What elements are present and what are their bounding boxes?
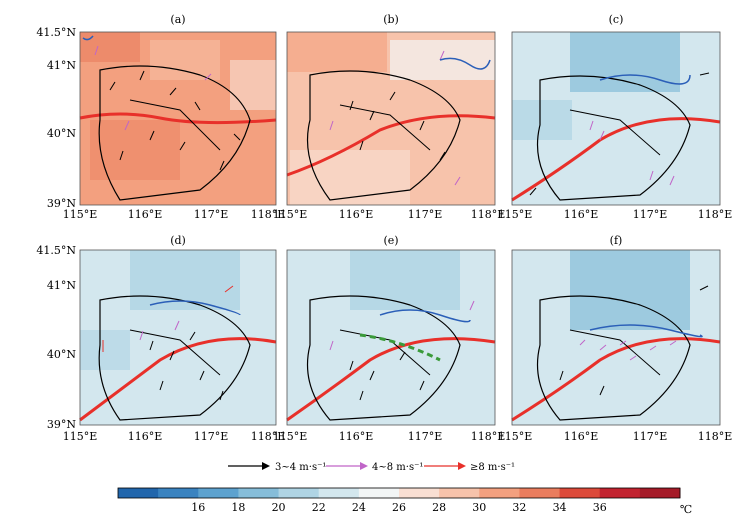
lon-tick-b-118: 118°E <box>471 208 506 221</box>
colorbar-segment <box>399 488 440 498</box>
lat-tick-39-top: 39°N <box>47 197 76 210</box>
colorbar-tick-label: 34 <box>553 501 567 514</box>
panel-label-c: (c) <box>609 13 624 26</box>
lon-tick-c-118: 118°E <box>698 208 733 221</box>
lon-tick-a-116: 116°E <box>128 208 163 221</box>
panel-frame-e <box>286 249 496 426</box>
panel-label-a: (a) <box>170 13 185 26</box>
wind-legend-black-label: 3~4 m·s⁻¹ <box>275 462 326 473</box>
colorbar-segment <box>439 488 480 498</box>
lon-tick-b-116: 116°E <box>339 208 374 221</box>
colorbar-tick-label: 36 <box>593 501 607 514</box>
lon-tick-e-117: 117°E <box>408 430 443 443</box>
lon-tick-c-115: 115°E <box>498 208 533 221</box>
lat-tick-41-top: 41°N <box>47 59 76 72</box>
colorbar-segment <box>358 488 400 498</box>
panel-frame-f <box>511 249 721 426</box>
colorbar-segment <box>519 488 561 498</box>
lon-tick-d-115: 115°E <box>63 430 98 443</box>
colorbar-segment <box>238 488 280 498</box>
panel-frame-b <box>286 31 496 206</box>
colorbar-tick-label: 32 <box>512 501 526 514</box>
panel-f <box>511 250 721 425</box>
panel-d <box>79 250 277 425</box>
panel-frame-c <box>511 31 721 206</box>
lon-tick-e-115: 115°E <box>273 430 308 443</box>
lon-tick-c-117: 117°E <box>633 208 668 221</box>
lon-tick-a-117: 117°E <box>194 208 229 221</box>
lon-tick-a-115: 115°E <box>63 208 98 221</box>
wind-legend: 3~4 m·s⁻¹ 4~8 m·s⁻¹ ≥8 m·s⁻¹ <box>228 462 515 473</box>
colorbar-segment <box>479 488 520 498</box>
panel-a <box>79 32 277 205</box>
colorbar-tick-label: 20 <box>272 501 286 514</box>
lon-tick-f-118: 118°E <box>698 430 733 443</box>
lon-tick-f-116: 116°E <box>564 430 599 443</box>
lon-tick-d-118: 118°E <box>251 430 286 443</box>
panel-frame-d <box>79 249 277 426</box>
colorbar-tick-label: 16 <box>191 501 205 514</box>
colorbar-segment <box>118 488 159 498</box>
panel-label-b: (b) <box>383 13 399 26</box>
colorbar-segment <box>198 488 239 498</box>
panel-label-d: (d) <box>170 234 186 247</box>
colorbar-tick-label: 30 <box>472 501 486 514</box>
colorbar-segment <box>318 488 360 498</box>
colorbar-labels: 16 18 20 22 24 26 28 30 32 34 36 <box>191 501 606 514</box>
lon-tick-f-115: 115°E <box>498 430 533 443</box>
colorbar <box>117 487 681 499</box>
lon-tick-e-116: 116°E <box>339 430 374 443</box>
lon-tick-b-115: 115°E <box>273 208 308 221</box>
lon-tick-b-117: 117°E <box>408 208 443 221</box>
wind-legend-red-label: ≥8 m·s⁻¹ <box>470 462 515 473</box>
lon-tick-e-118: 118°E <box>471 430 506 443</box>
colorbar-segment <box>599 488 641 498</box>
lat-tick-40-bottom: 40°N <box>47 348 76 361</box>
colorbar-segment <box>639 488 681 498</box>
colorbar-unit: ℃ <box>680 503 692 516</box>
wind-legend-black: 3~4 m·s⁻¹ <box>228 462 326 473</box>
panel-e <box>286 250 496 425</box>
colorbar-segment <box>559 488 601 498</box>
wind-legend-purple: 4~8 m·s⁻¹ <box>326 462 423 473</box>
colorbar-tick-label: 26 <box>392 501 406 514</box>
panel-label-f: (f) <box>610 234 623 247</box>
panel-c <box>511 32 721 205</box>
colorbar-segment <box>158 488 199 498</box>
lon-tick-d-116: 116°E <box>128 430 163 443</box>
colorbar-tick-label: 24 <box>352 501 366 514</box>
wind-legend-red: ≥8 m·s⁻¹ <box>424 462 515 473</box>
lon-tick-f-117: 117°E <box>633 430 668 443</box>
lon-tick-d-117: 117°E <box>194 430 229 443</box>
colorbar-tick-label: 18 <box>231 501 245 514</box>
colorbar-tick-label: 22 <box>312 501 326 514</box>
panel-label-e: (e) <box>383 234 398 247</box>
panel-frame-a <box>79 31 277 206</box>
lat-tick-40-top: 40°N <box>47 127 76 140</box>
lat-tick-41.5-bottom: 41.5°N <box>36 244 76 257</box>
colorbar-segment <box>278 488 320 498</box>
panel-b <box>286 32 496 205</box>
colorbar-frame <box>117 487 681 499</box>
lon-tick-c-116: 116°E <box>564 208 599 221</box>
lat-tick-41-bottom: 41°N <box>47 279 76 292</box>
colorbar-tick-label: 28 <box>432 501 446 514</box>
lat-tick-39-bottom: 39°N <box>47 418 76 431</box>
lat-tick-41.5-top: 41.5°N <box>36 26 76 39</box>
wind-legend-purple-label: 4~8 m·s⁻¹ <box>372 462 423 473</box>
lon-tick-a-118: 118°E <box>251 208 286 221</box>
